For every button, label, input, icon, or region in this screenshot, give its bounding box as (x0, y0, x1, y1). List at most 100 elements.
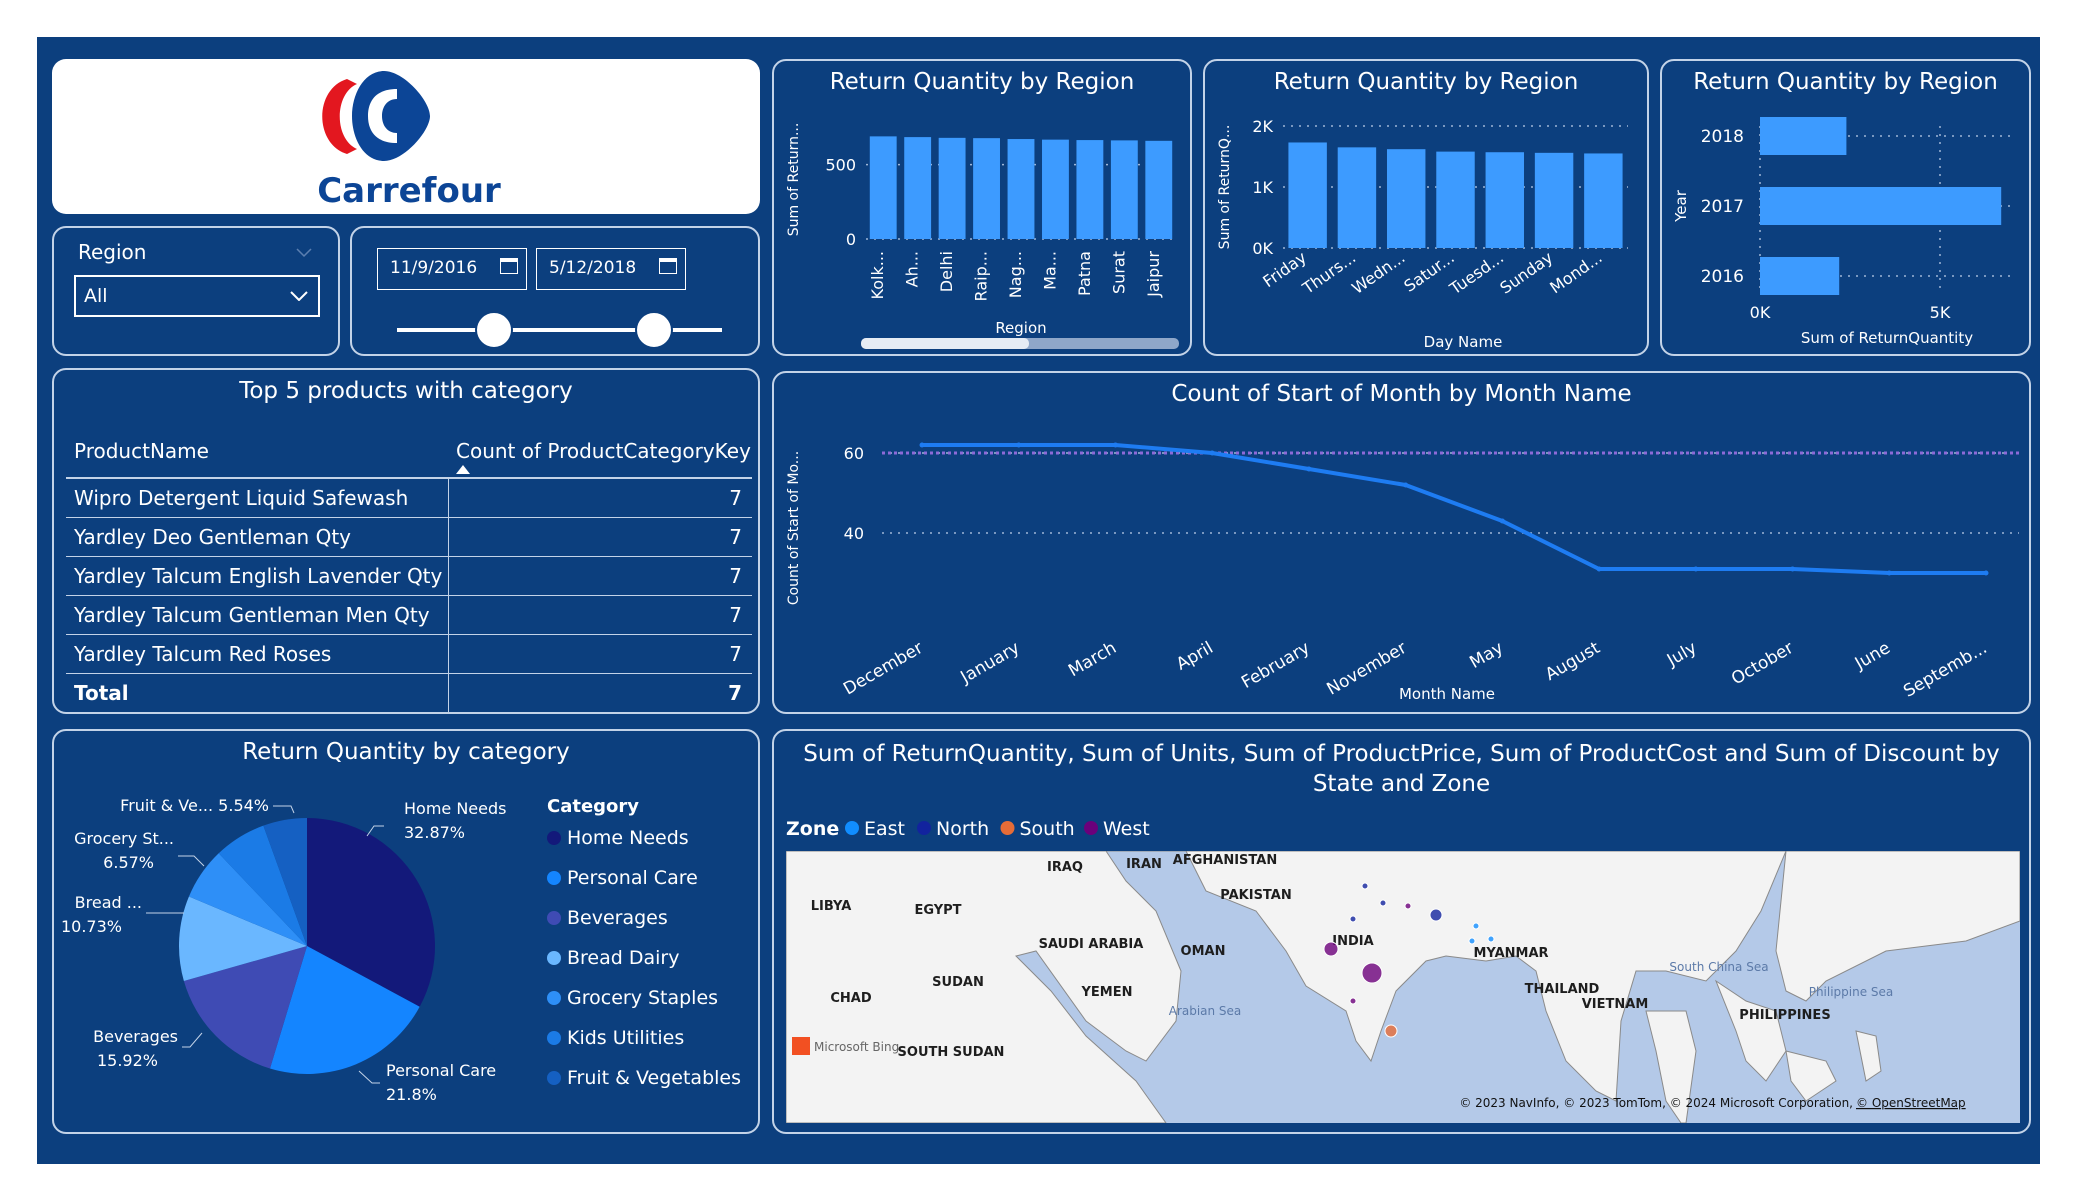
pie-slice-name: Bread ... (75, 893, 142, 912)
chart-title: Count of Start of Month by Month Name (1171, 381, 1632, 407)
bar (1288, 142, 1327, 248)
pie-slice-pct: 10.73% (61, 917, 122, 936)
x-tick-label: June (1851, 638, 1894, 674)
brand-name: Carrefour (317, 171, 501, 211)
y-axis-label: Year (1672, 189, 1690, 223)
zone-map-panel: Sum of ReturnQuantity, Sum of Units, Sum… (772, 729, 2031, 1134)
pie-slice (188, 853, 307, 946)
bar (869, 136, 897, 239)
legend-marker (1084, 821, 1098, 835)
chevron-down-icon (290, 291, 308, 301)
chart-title: Return Quantity by category (242, 739, 570, 765)
calendar-icon[interactable] (500, 258, 518, 274)
date-range-slider[interactable] (352, 306, 760, 356)
bar (1337, 147, 1377, 248)
end-date-input[interactable]: 5/12/2018 (536, 248, 686, 290)
x-tick-label: Delhi (937, 251, 956, 292)
map-bubble (1384, 1024, 1398, 1038)
legend-marker (547, 871, 561, 885)
data-point (1983, 570, 1989, 576)
start-date-input[interactable]: 11/9/2016 (377, 248, 527, 290)
x-tick-label: Sunday (1496, 248, 1556, 298)
map-landmass (1645, 1010, 1697, 1123)
map-country-label: VIETNAM (1582, 997, 1649, 1012)
legend-item: West (1103, 818, 1150, 840)
total-value: 7 (447, 673, 752, 712)
x-tick-label: 5K (1930, 303, 1951, 322)
carrefour-logo: Carrefour (317, 71, 501, 211)
pie-slice-pct: 32.87% (404, 823, 465, 842)
legend-item: North (936, 818, 989, 840)
x-tick-label: July (1663, 638, 1700, 671)
bar (1760, 257, 1840, 295)
y-tick-label: 1K (1252, 178, 1273, 197)
map-provider: Microsoft Bing (814, 1040, 899, 1054)
map-country-label: OMAN (1181, 944, 1226, 959)
pie-slice-label: Fruit & Ve... 5.54% (120, 796, 269, 815)
region-dropdown[interactable]: All (74, 275, 320, 317)
openstreetmap-link[interactable]: © OpenStreetMap (1856, 1096, 1966, 1110)
data-point (1016, 442, 1022, 448)
legend-marker (845, 821, 859, 835)
map-country-label: SAUDI ARABIA (1039, 937, 1144, 952)
map-water-label: Arabian Sea (1169, 1004, 1242, 1018)
end-slider-handle[interactable] (635, 311, 673, 349)
y-tick-label: 0 (846, 230, 856, 249)
pie-leader-line (178, 855, 205, 867)
map-landmass (1775, 851, 2020, 1002)
bar (1534, 152, 1574, 248)
pie-slice-pct: 21.8% (386, 1085, 437, 1104)
chevron-down-icon[interactable] (296, 248, 312, 258)
x-tick-label: Patna (1075, 251, 1094, 296)
product-name-cell: Yardley Deo Gentleman Qty (66, 517, 448, 557)
y-tick-label: 0K (1252, 239, 1273, 258)
legend-marker (547, 991, 561, 1005)
x-tick-label: Jaipur (1144, 251, 1163, 298)
legend-marker (547, 1031, 561, 1045)
year-bar-chart-panel: Return Quantity by Region 0K 5K 2018 2017 20… (1660, 59, 2031, 356)
table-row[interactable]: Yardley Talcum Red Roses 7 (66, 634, 752, 674)
x-tick-label: Kolk... (868, 251, 887, 299)
y-tick-label: 2018 (1701, 127, 1744, 147)
column-header-count[interactable]: Count of ProductCategoryKey (448, 424, 752, 479)
pie-slice-name: Beverages (93, 1027, 178, 1046)
bar (1485, 152, 1525, 248)
day-bar-chart-panel: Return Quantity by Region 0K 1K 2K Friday Th… (1203, 59, 1649, 356)
y-axis-label: Sum of Return... (786, 123, 802, 237)
x-tick-label: Raip... (972, 251, 991, 301)
table-row[interactable]: Yardley Talcum Gentleman Men Qty 7 (66, 595, 752, 635)
x-tick-label: March (1065, 638, 1120, 681)
table-row[interactable]: Wipro Detergent Liquid Safewash 7 (66, 478, 752, 518)
total-label: Total (74, 680, 129, 705)
x-tick-label: December (840, 638, 926, 699)
bar (938, 137, 966, 239)
pie-leader-line (182, 1032, 203, 1048)
x-tick-label: Surat (1109, 251, 1128, 294)
y-tick-label: 500 (825, 156, 856, 175)
legend-item: Home Needs (567, 827, 689, 849)
map-country-label: IRAQ (1047, 860, 1083, 875)
map-country-label: SOUTH SUDAN (898, 1045, 1005, 1060)
y-tick-label: 2016 (1701, 267, 1744, 287)
x-tick-label: February (1238, 638, 1313, 693)
start-slider-handle[interactable] (475, 311, 513, 349)
legend-marker (547, 1071, 561, 1085)
map-landmass (1714, 979, 1787, 1082)
pie-slice (183, 946, 307, 1069)
sort-ascending-icon (456, 465, 470, 474)
map-landmass (786, 851, 1182, 1123)
pie-slice (307, 818, 436, 1007)
map-view[interactable]: IRAQ IRAN AFGHANISTAN LIBYA EGYPT PAKISTAN SAU… (786, 851, 2020, 1123)
data-point (1886, 570, 1892, 576)
table-row[interactable]: Yardley Talcum English Lavender Qty 7 (66, 556, 752, 596)
calendar-icon[interactable] (659, 258, 677, 274)
month-line-chart: 40 60 December January March April February Nov… (786, 442, 2019, 703)
bar (1076, 140, 1104, 239)
legend-title: Category (547, 796, 639, 817)
table-row[interactable]: Yardley Deo Gentleman Qty 7 (66, 517, 752, 557)
map-country-label: MYANMAR (1473, 946, 1548, 961)
column-header-productname[interactable]: ProductName (66, 424, 448, 479)
map-landmass (786, 851, 1787, 1102)
legend-item: Beverages (567, 907, 668, 929)
pie-slice-name: Home Needs (404, 799, 506, 818)
